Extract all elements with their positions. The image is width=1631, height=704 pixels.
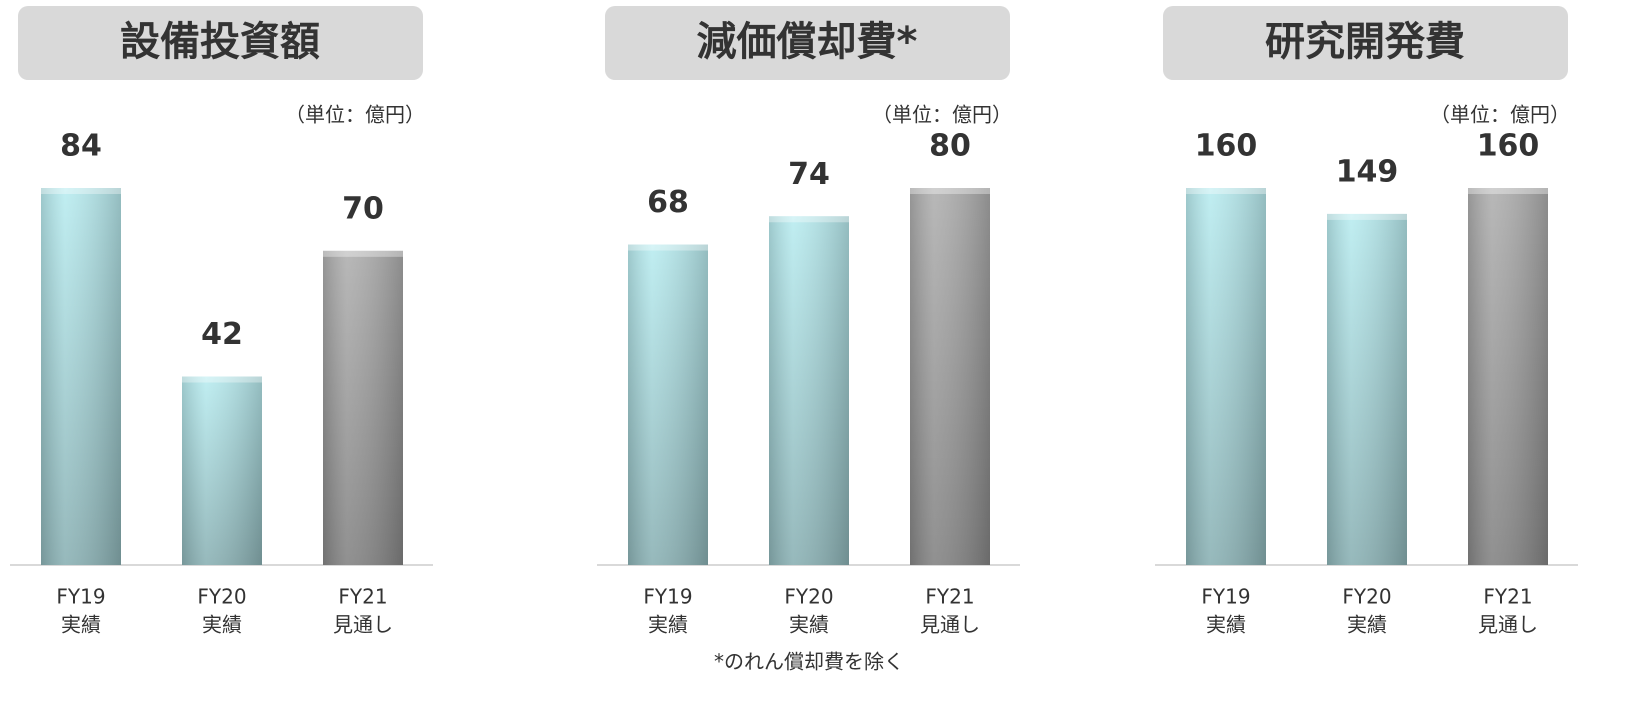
bar-side [323,250,403,566]
unit-label: （単位：億円） [872,103,1012,127]
x-tick-label: 実績 [202,613,242,637]
value-label: 160 [1195,129,1258,164]
x-tick-label: 実績 [1206,613,1246,637]
x-tick-label: 実績 [61,613,101,637]
chart-title: 研究開発費 [1265,19,1465,65]
x-tick-label: 見通し [333,613,393,637]
bar-side [910,188,990,565]
x-tick-label: FY19 [1201,585,1250,609]
value-label: 80 [929,129,971,164]
title-box [18,6,423,80]
bar-bevel [628,244,708,251]
title-box [605,6,1010,80]
bar-side [628,244,708,566]
x-tick-label: FY20 [197,585,246,609]
x-tick-label: FY21 [1483,585,1532,609]
chart-title: 減価償却費* [697,19,918,65]
x-tick-label: FY21 [925,585,974,609]
bar-bevel [41,188,121,194]
unit-label: （単位：億円） [1430,103,1570,127]
value-label: 74 [788,157,830,192]
bar-side [1468,188,1548,565]
bar-bevel [1468,188,1548,194]
bar-side [769,216,849,565]
footnote: *のれん償却費を除く [714,650,904,674]
x-tick-label: 実績 [648,613,688,637]
x-tick-label: FY20 [784,585,833,609]
x-tick-label: FY20 [1342,585,1391,609]
bar-bevel [182,376,262,383]
chart-title: 設備投資額 [120,19,320,65]
x-tick-label: FY19 [56,585,105,609]
bar-bevel [323,250,403,257]
x-tick-label: 実績 [1347,613,1387,637]
value-label: 70 [342,191,384,226]
bar-side [182,376,262,565]
x-tick-label: FY19 [643,585,692,609]
value-label: 42 [201,317,243,352]
bar-bevel [910,188,990,194]
bar-side [1327,213,1407,565]
value-label: 68 [647,185,689,220]
title-box [1163,6,1568,80]
bar-bevel [1327,213,1407,220]
x-tick-label: FY21 [338,585,387,609]
unit-label: （単位：億円） [285,103,425,127]
x-tick-label: 見通し [1478,613,1538,637]
bar-side [41,188,121,565]
x-tick-label: 実績 [789,613,829,637]
bar-bevel [1186,188,1266,194]
bar-bevel [769,216,849,223]
value-label: 149 [1336,154,1399,189]
x-tick-label: 見通し [920,613,980,637]
value-label: 160 [1477,129,1540,164]
bar-side [1186,188,1266,565]
value-label: 84 [60,129,102,164]
